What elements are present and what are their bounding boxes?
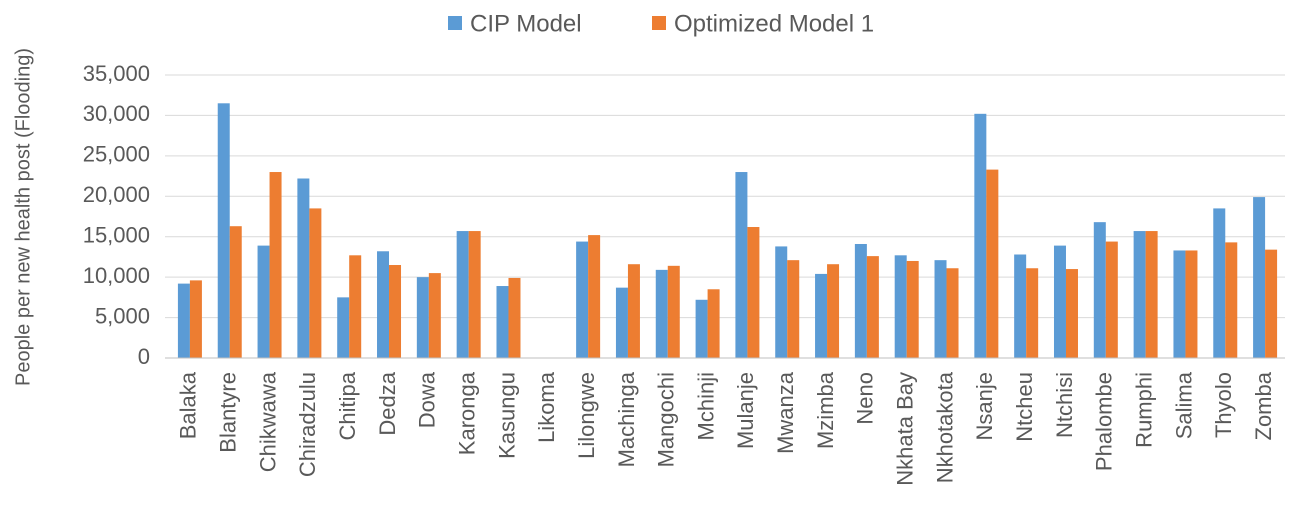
bar	[735, 172, 748, 358]
x-tick-label: Mzimba	[813, 371, 838, 449]
x-tick-label: Mulanje	[733, 372, 758, 449]
bar	[428, 273, 441, 358]
bar	[1145, 231, 1158, 358]
bar	[217, 103, 230, 358]
bar	[866, 256, 879, 358]
x-tick-label: Nkhotakota	[932, 371, 957, 483]
y-tick-label: 10,000	[83, 263, 150, 288]
x-tick-label: Karonga	[454, 371, 479, 455]
bar	[389, 265, 402, 358]
bar	[827, 264, 840, 358]
bar	[934, 260, 947, 358]
bar	[894, 255, 907, 358]
bar	[667, 265, 680, 358]
bar	[588, 235, 601, 358]
bar	[508, 277, 521, 358]
x-tick-label: Chitipa	[335, 371, 360, 440]
x-tick-label: Nkhata Bay	[893, 372, 918, 486]
bar	[1065, 269, 1078, 358]
bar	[1173, 250, 1186, 358]
bar	[1093, 222, 1106, 358]
bar	[1133, 231, 1146, 358]
bar	[815, 273, 828, 358]
x-tick-label: Blantyre	[216, 372, 241, 453]
bar	[496, 286, 509, 358]
bar	[615, 287, 628, 358]
bar	[1185, 250, 1198, 358]
bar	[337, 297, 350, 358]
bar	[416, 277, 429, 358]
bar	[269, 172, 282, 358]
x-tick-label: Dowa	[415, 371, 440, 428]
legend-swatch	[448, 16, 462, 30]
bar	[707, 289, 720, 358]
y-tick-label: 25,000	[83, 142, 150, 167]
x-tick-label: Machinga	[614, 371, 639, 467]
bar	[377, 251, 390, 358]
bar	[1053, 245, 1066, 358]
legend-label: CIP Model	[470, 10, 582, 37]
bar	[946, 268, 959, 358]
bar	[456, 231, 469, 358]
bar	[229, 226, 242, 358]
bar	[1253, 197, 1266, 358]
x-tick-label: Kasungu	[494, 372, 519, 459]
bar	[974, 113, 987, 358]
legend-swatch	[652, 16, 666, 30]
legend-label: Optimized Model 1	[674, 10, 874, 37]
bar	[257, 245, 270, 358]
bar	[1105, 241, 1118, 358]
bar	[655, 269, 668, 358]
x-tick-label: Salima	[1171, 371, 1196, 439]
y-tick-label: 30,000	[83, 101, 150, 126]
x-tick-label: Ntchisi	[1052, 372, 1077, 438]
x-tick-label: Phalombe	[1092, 372, 1117, 471]
y-tick-label: 5,000	[95, 303, 150, 328]
x-tick-label: Neno	[853, 372, 878, 425]
bar	[695, 299, 708, 358]
bar	[349, 255, 362, 358]
bar	[189, 280, 202, 358]
bar	[177, 283, 190, 358]
bar	[775, 246, 788, 358]
bar	[1026, 268, 1039, 358]
y-tick-label: 15,000	[83, 223, 150, 248]
x-tick-label: Mwanza	[773, 371, 798, 454]
bar	[576, 241, 589, 358]
x-tick-label: Mangochi	[654, 372, 679, 467]
bar	[468, 231, 481, 358]
x-tick-label: Nsanje	[972, 372, 997, 440]
x-tick-label: Rumphi	[1131, 372, 1156, 448]
bar	[906, 260, 919, 358]
x-tick-label: Zomba	[1251, 371, 1276, 440]
y-tick-label: 20,000	[83, 182, 150, 207]
bar	[309, 208, 322, 358]
x-tick-label: Thyolo	[1211, 372, 1236, 438]
bar	[1225, 242, 1238, 358]
bar	[1014, 254, 1027, 358]
bar	[627, 264, 640, 358]
bar	[747, 227, 760, 358]
x-tick-label: Likoma	[534, 371, 559, 443]
bar	[854, 243, 867, 358]
x-tick-label: Balaka	[176, 371, 201, 439]
x-tick-label: Lilongwe	[574, 372, 599, 459]
y-tick-label: 35,000	[83, 61, 150, 86]
x-tick-label: Ntcheu	[1012, 372, 1037, 442]
bar	[1265, 249, 1278, 358]
bar	[1213, 208, 1226, 358]
bar	[986, 169, 999, 358]
x-tick-label: Dedza	[375, 371, 400, 435]
x-tick-label: Chikwawa	[255, 371, 280, 472]
x-tick-label: Chiradzulu	[295, 372, 320, 477]
bar	[297, 178, 310, 358]
y-tick-label: 0	[138, 344, 150, 369]
y-axis-title: People per new health post (Flooding)	[12, 48, 34, 386]
x-tick-label: Mchinji	[693, 372, 718, 440]
bar	[787, 260, 800, 358]
